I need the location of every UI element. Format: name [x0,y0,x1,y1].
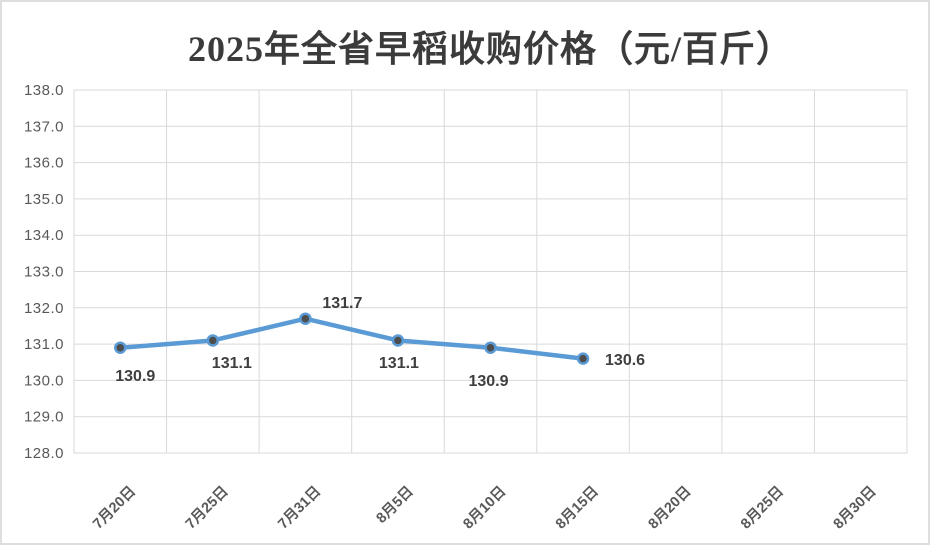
data-point-marker [114,341,127,354]
x-axis-tick-label: 8月10日 [460,483,510,533]
data-point-marker [484,341,497,354]
y-axis-tick-label: 129.0 [24,409,64,426]
y-axis-tick-label: 136.0 [24,155,64,172]
data-point-marker [576,352,590,365]
x-axis-tick-label: 8月5日 [373,483,417,527]
data-point-label: 131.7 [322,295,362,312]
x-axis-tick-label: 8月15日 [552,483,602,533]
data-point-marker [299,312,312,325]
data-point-label: 130.6 [605,352,645,369]
y-axis-tick-label: 138.0 [24,82,64,99]
data-point-label: 131.1 [212,355,252,372]
data-point-label: 130.9 [115,368,155,385]
y-axis-tick-label: 132.0 [24,300,64,317]
x-axis-tick-label: 8月20日 [645,483,695,533]
y-axis-tick-label: 135.0 [24,191,64,208]
x-axis-tick-label: 7月31日 [275,483,325,533]
x-axis-tick-label: 8月30日 [830,483,880,533]
y-axis-tick-label: 133.0 [24,264,64,281]
y-axis-tick-label: 137.0 [24,118,64,135]
data-point-marker [391,334,405,347]
x-axis-tick-label: 7月25日 [182,483,232,533]
y-axis-tick-label: 134.0 [24,227,64,244]
x-axis-tick-label: 7月20日 [89,483,139,533]
x-axis-tick-label: 8月25日 [737,483,787,533]
chart-title: 2025年全省早稻收购价格（元/百斤） [187,29,793,69]
price-line-series [118,316,586,361]
y-axis-tick-label: 131.0 [24,336,64,353]
data-point-label: 130.9 [468,373,508,390]
data-point-marker [206,334,220,347]
y-axis-tick-label: 128.0 [24,445,64,462]
data-point-label: 131.1 [379,355,419,372]
y-axis-tick-label: 130.0 [24,372,64,389]
